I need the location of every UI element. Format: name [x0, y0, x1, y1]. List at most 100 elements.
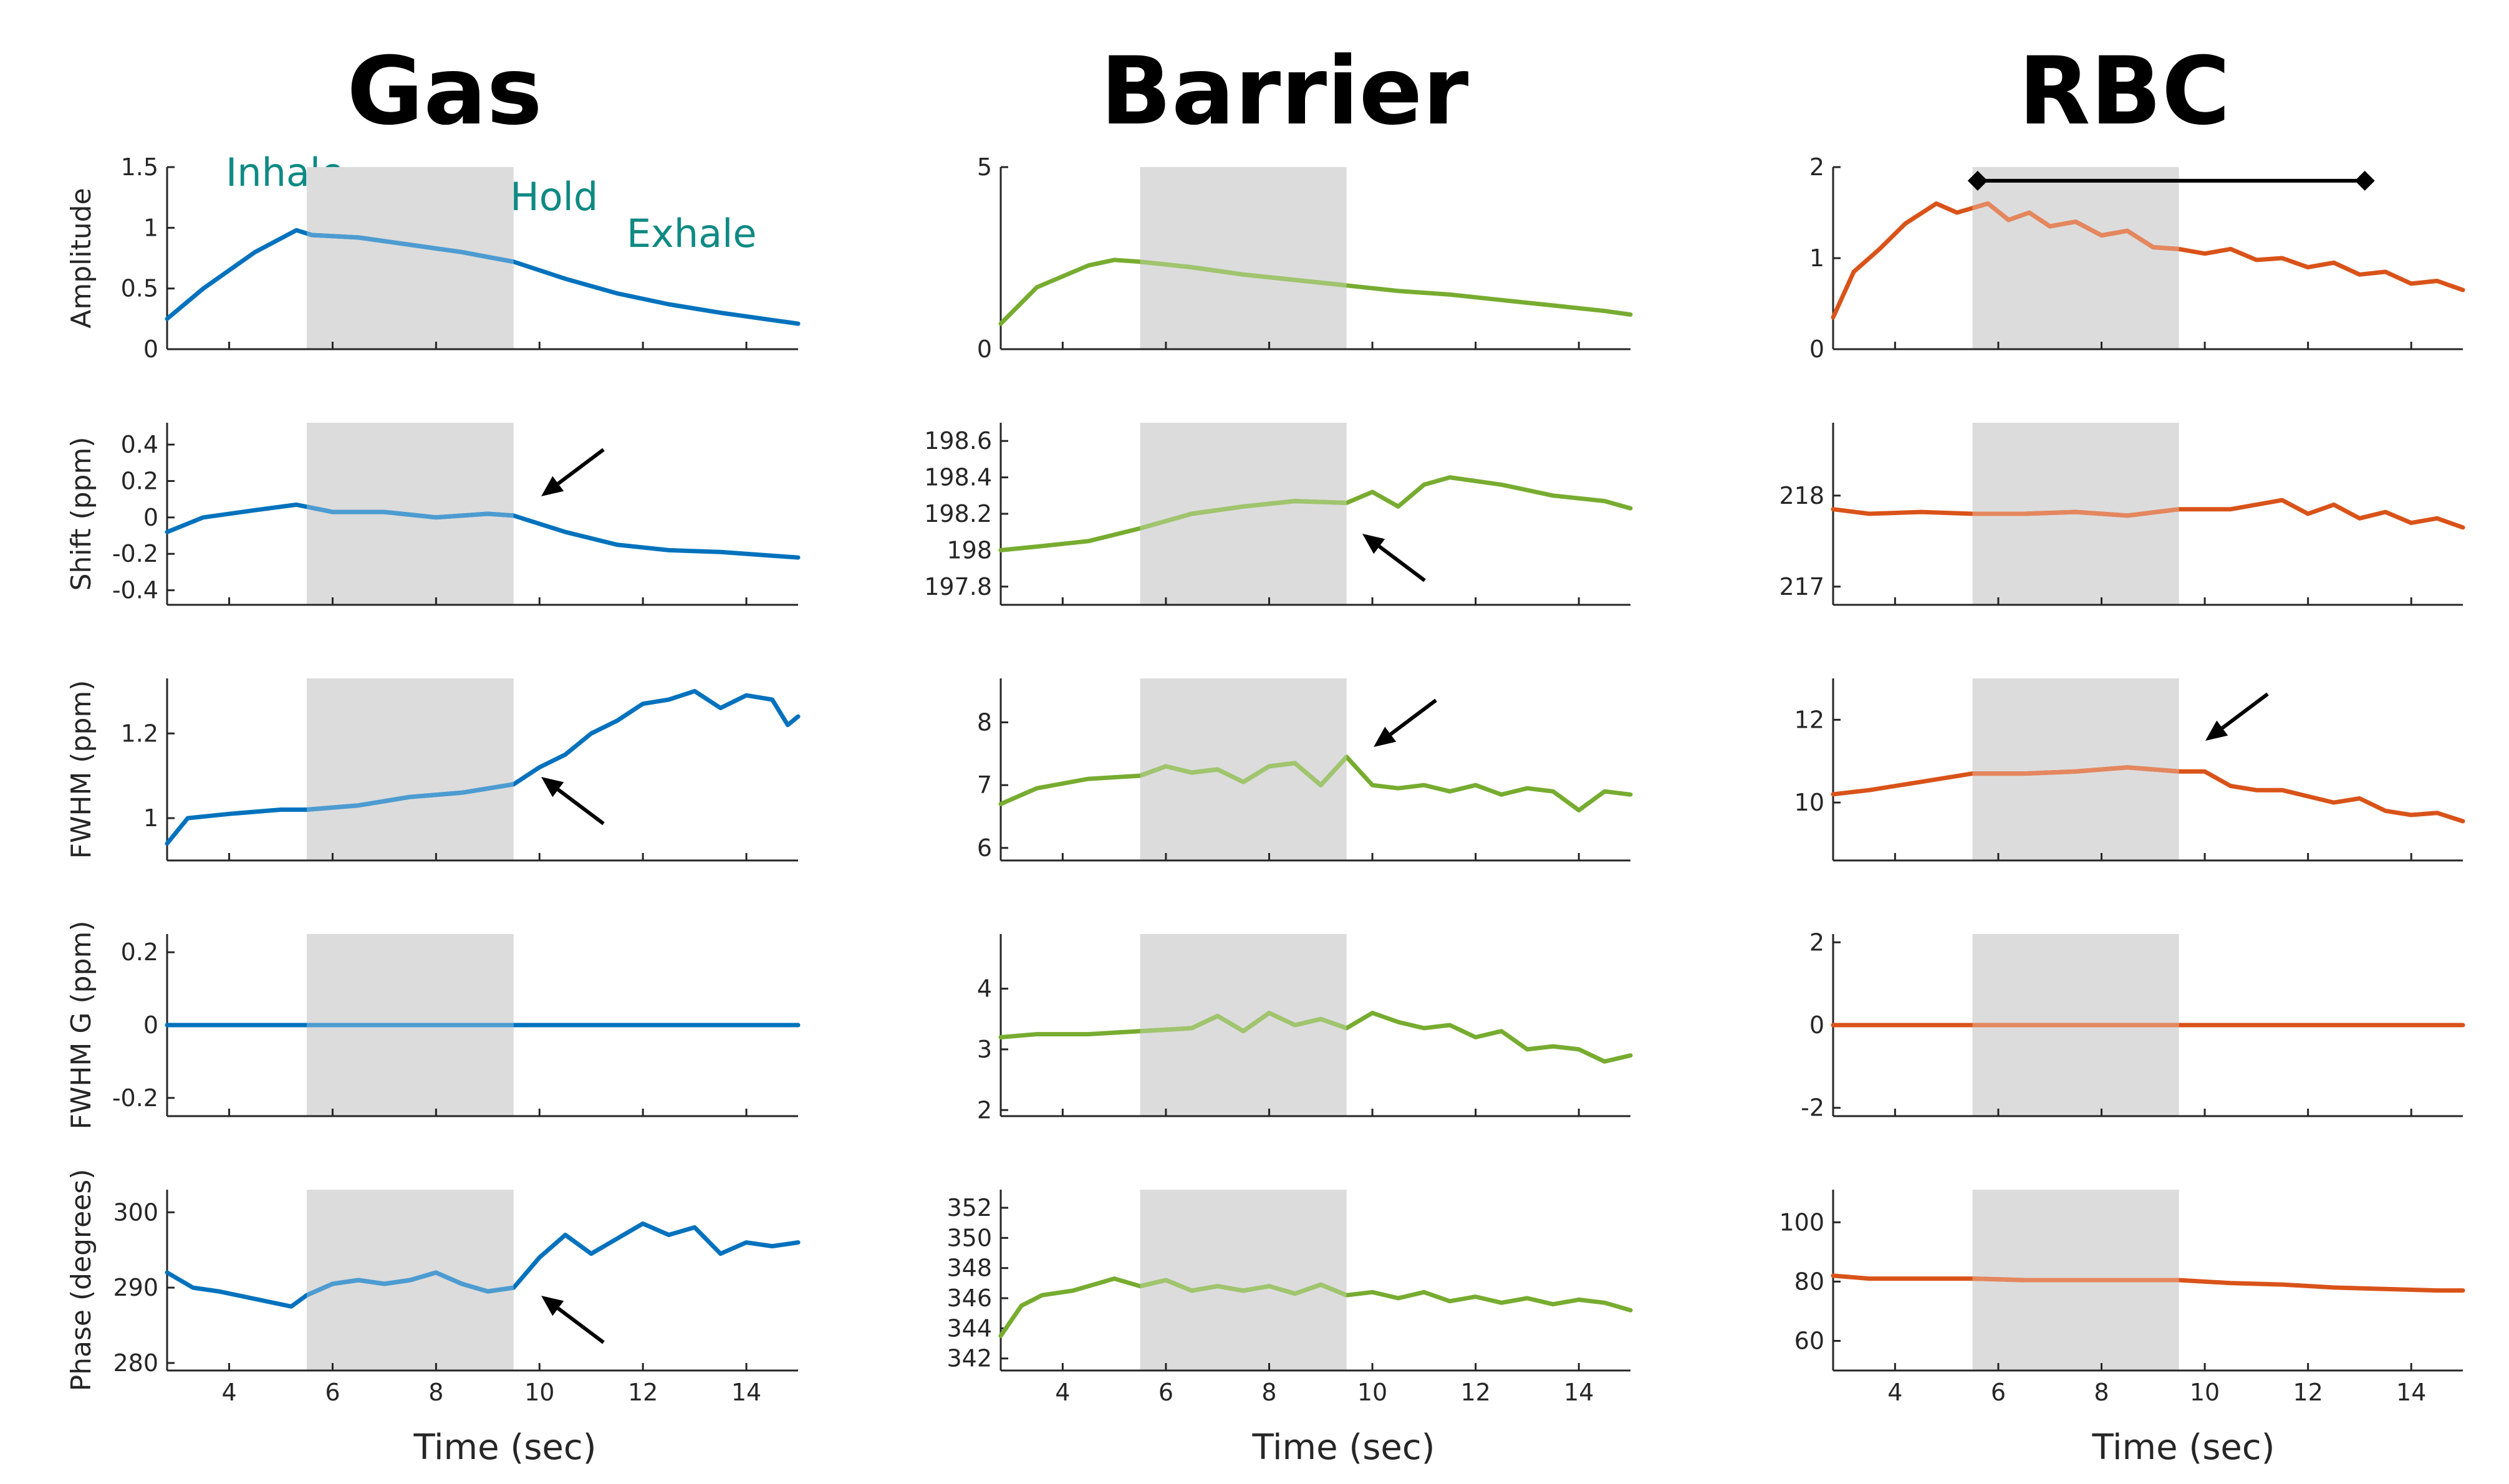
y-tick-label: 0: [1809, 1011, 1824, 1039]
y-tick-label: 2: [1809, 928, 1824, 956]
x-tick-label: 10: [524, 1379, 554, 1406]
y-tick-label: 0: [977, 335, 992, 363]
y-axis-label: Shift (ppm): [65, 436, 97, 590]
breath-hold-shade: [306, 167, 514, 349]
duration-bar-diamond: [1967, 170, 1988, 191]
y-tick-label: 2: [977, 1096, 992, 1124]
y-tick-label: 348: [946, 1255, 992, 1282]
x-tick-label: 14: [731, 1379, 761, 1406]
x-tick-label: 12: [1460, 1379, 1490, 1406]
y-tick-label: 346: [946, 1284, 992, 1312]
panel-rbc-r4: -2 0 2: [1801, 928, 2465, 1122]
y-tick-label: 7: [977, 771, 992, 799]
y-tick-label: 6: [977, 834, 992, 862]
x-axis-label-gas: Time (sec): [413, 1427, 597, 1468]
panel-gas-r4: -0.2 0 0.2 FWHM G (ppm): [65, 921, 801, 1130]
panel-barrier-r3: 6 7 8: [977, 678, 1633, 862]
y-tick-label: 4: [977, 975, 992, 1003]
annotation-arrowhead: [1362, 534, 1385, 554]
y-tick-label: 198.2: [924, 500, 992, 528]
breath-hold-shade: [1140, 1190, 1347, 1371]
panel-rbc-r5: 60 80 100 4 6 8 10 12 14: [1779, 1190, 2465, 1406]
breath-hold-shade: [306, 678, 514, 860]
y-tick-label: -0.2: [112, 1084, 158, 1112]
annotation-arrow: [557, 1306, 605, 1344]
y-tick-label: 352: [946, 1194, 992, 1221]
series-line-hold-rbc-r5: [1972, 1276, 2179, 1283]
y-tick-label: 10: [1794, 789, 1824, 816]
annotation-arrow: [2221, 692, 2269, 730]
y-tick-label: 344: [946, 1314, 992, 1342]
y-tick-label: 1: [143, 804, 158, 832]
y-tick-label: 0.4: [121, 431, 158, 458]
x-tick-label: 12: [2293, 1379, 2323, 1406]
breath-hold-shade: [1972, 167, 2179, 349]
panel-gas-r2: -0.4 -0.2 0 0.2 0.4 Shift (ppm): [65, 423, 801, 606]
y-tick-label: 0: [143, 335, 158, 363]
panel-gas-r3: 1 1.2 FWHM (ppm): [65, 678, 801, 862]
column-title-barrier: Barrier: [1100, 37, 1469, 146]
y-tick-label: 1: [1809, 244, 1824, 272]
y-axis-label: Amplitude: [65, 188, 97, 328]
y-tick-label: 0.5: [121, 275, 158, 302]
x-tick-label: 14: [1564, 1379, 1594, 1406]
x-tick-label: 8: [428, 1379, 443, 1406]
y-tick-label: 0: [1809, 335, 1824, 363]
y-tick-label: 217: [1779, 573, 1824, 600]
y-tick-label: 300: [113, 1198, 158, 1226]
panel-gas-r1: 0 0.5 1 1.5 Amplitude: [65, 153, 801, 363]
x-axis-label-barrier: Time (sec): [1252, 1427, 1435, 1468]
y-tick-label: 0: [143, 1011, 158, 1039]
x-tick-label: 14: [2396, 1379, 2426, 1406]
y-tick-label: 280: [113, 1349, 158, 1377]
y-tick-label: 80: [1794, 1268, 1824, 1295]
panel-gas-r5: 280 290 300 4 6 8 10 12 14 Phase (degrees): [65, 1169, 801, 1406]
annotation-arrowhead: [1374, 726, 1397, 747]
series-line-rbc-r2: [1831, 498, 2465, 530]
y-tick-label: 290: [113, 1274, 158, 1301]
y-tick-label: 197.8: [924, 573, 992, 600]
y-axis-label: Phase (degrees): [65, 1169, 97, 1392]
y-tick-label: 12: [1794, 706, 1824, 733]
x-tick-label: 4: [221, 1379, 236, 1406]
annotation-arrow: [1378, 545, 1426, 582]
x-tick-label: 10: [1357, 1379, 1387, 1406]
panel-barrier-r1: 05: [977, 153, 1633, 363]
y-tick-label: 1: [143, 214, 158, 241]
panel-rbc-r1: 0 1 2: [1809, 153, 2465, 363]
y-axis-label: FWHM (ppm): [65, 680, 97, 859]
series-line-rbc-r3: [1831, 765, 2465, 824]
duration-bar-diamond: [2354, 170, 2375, 191]
series-line-hold-barrier-r5: [1140, 1278, 1347, 1298]
x-tick-label: 8: [2094, 1379, 2109, 1406]
y-tick-label: -0.2: [112, 540, 158, 567]
series-line-hold-barrier-r3: [1140, 754, 1347, 788]
series-line-hold-gas-r2: [306, 504, 514, 520]
series-line-hold-barrier-r1: [1140, 259, 1347, 288]
y-tick-label: 198.6: [924, 427, 992, 455]
annotation-arrowhead: [541, 777, 564, 797]
y-tick-label: 60: [1794, 1327, 1824, 1354]
y-axis-label: FWHM G (ppm): [65, 921, 97, 1130]
column-title-gas: Gas: [347, 37, 542, 146]
y-tick-label: 198: [946, 536, 992, 564]
annotation-arrowhead: [541, 1296, 564, 1316]
breath-hold-shade: [1140, 167, 1347, 349]
y-tick-label: 0: [143, 504, 158, 531]
annotation-arrow: [557, 788, 605, 826]
column-title-rbc: RBC: [2018, 37, 2230, 146]
x-tick-label: 4: [1887, 1379, 1902, 1406]
panel-rbc-r3: 10 12: [1794, 678, 2465, 862]
y-tick-label: 8: [977, 708, 992, 736]
y-tick-label: 342: [946, 1345, 992, 1372]
y-tick-label: 0.2: [121, 938, 158, 966]
annotation-arrowhead: [2205, 720, 2228, 741]
y-tick-label: -2: [1801, 1094, 1824, 1122]
panel-barrier-r2: 197.8 198 198.2 198.4 198.6: [924, 423, 1633, 606]
x-tick-label: 6: [1991, 1379, 2006, 1406]
y-tick-label: 0.2: [121, 467, 158, 494]
x-tick-label: 6: [325, 1379, 340, 1406]
annotation-arrow: [557, 448, 605, 485]
